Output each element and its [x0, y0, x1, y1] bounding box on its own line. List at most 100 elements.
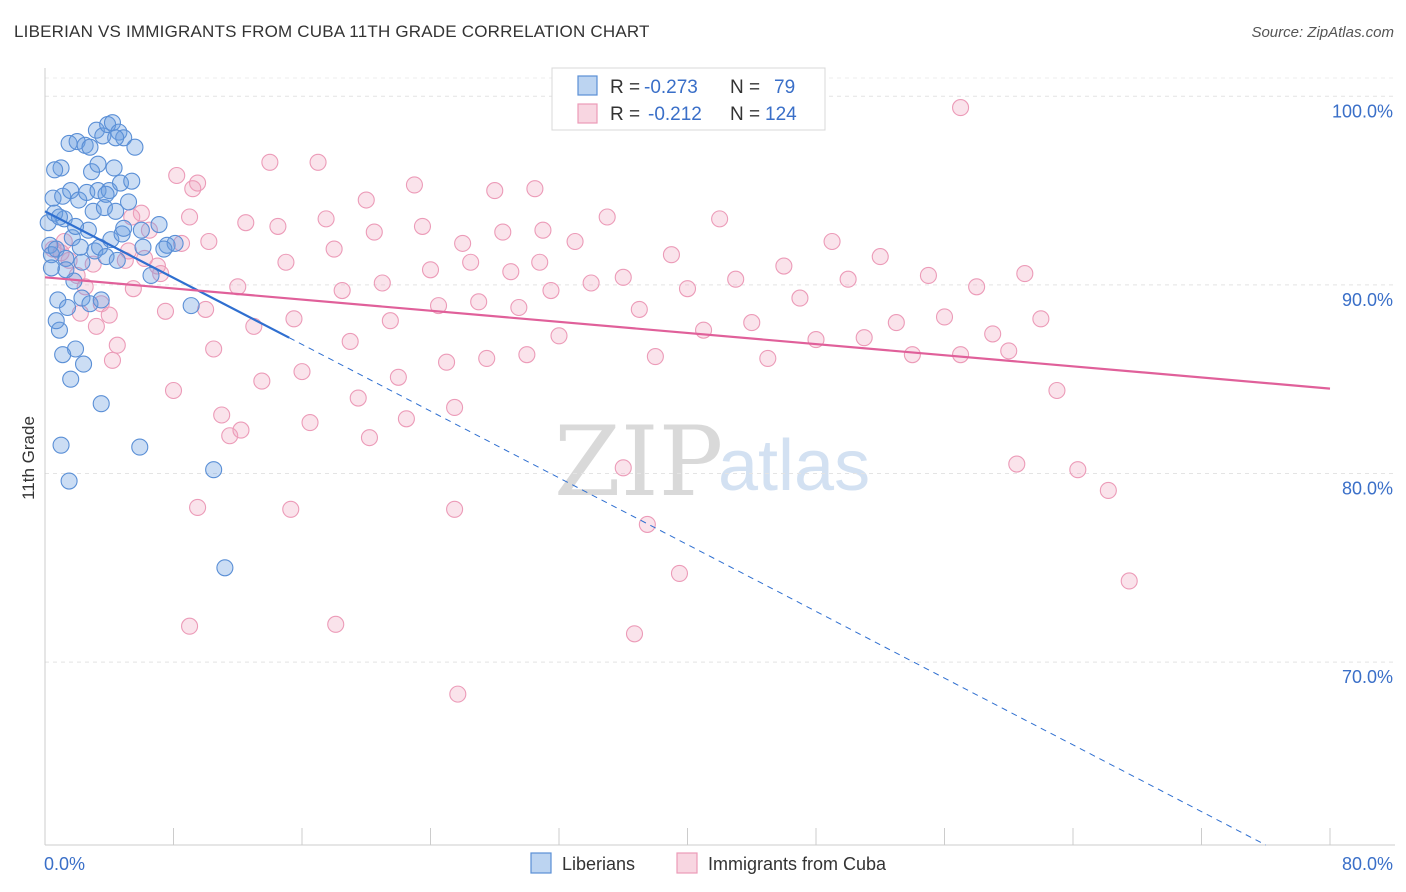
stats-legend-n-value-liberians: 79 — [774, 77, 795, 98]
point-liberians-56 — [52, 436, 70, 454]
point-cuba-58 — [510, 298, 528, 317]
point-liberians-68 — [81, 138, 99, 156]
stats-legend-r-label-cuba: R = — [610, 104, 640, 125]
point-cuba-105 — [232, 421, 250, 439]
stats-legend-n-label-cuba: N = — [730, 104, 760, 125]
point-cuba-118 — [1069, 461, 1087, 479]
point-cuba-110 — [614, 459, 632, 477]
trend-line-cuba — [44, 276, 1331, 390]
point-cuba-4 — [76, 278, 94, 296]
x-axis-ticks — [44, 828, 1331, 845]
point-cuba-20 — [205, 340, 223, 358]
point-cuba-70 — [662, 246, 680, 264]
stats-legend-n-value-cuba: 124 — [765, 104, 797, 125]
point-cuba-23 — [229, 278, 247, 296]
point-liberians-28 — [84, 202, 102, 220]
point-liberians-20 — [71, 238, 89, 256]
point-cuba-17 — [181, 208, 199, 226]
point-cuba-63 — [550, 327, 568, 345]
point-liberians-65 — [57, 261, 75, 279]
point-cuba-42 — [381, 312, 399, 330]
point-liberians-33 — [92, 291, 110, 309]
point-cuba-34 — [317, 210, 335, 228]
point-liberians-73 — [123, 172, 141, 190]
point-cuba-65 — [582, 274, 600, 292]
point-cuba-121 — [952, 99, 970, 117]
point-liberians-17 — [66, 340, 85, 358]
point-cuba-103 — [184, 180, 202, 198]
point-cuba-60 — [526, 180, 544, 198]
point-cuba-50 — [446, 398, 464, 417]
point-cuba-67 — [614, 268, 632, 286]
point-liberians-60 — [155, 240, 173, 258]
point-liberians-59 — [131, 438, 149, 456]
point-cuba-35 — [325, 240, 343, 258]
point-cuba-73 — [711, 210, 729, 228]
point-cuba-119 — [1099, 481, 1117, 499]
series-legend-swatch-liberians — [530, 852, 552, 874]
point-cuba-8 — [108, 336, 126, 354]
point-cuba-36 — [333, 281, 351, 300]
point-cuba-92 — [1016, 265, 1034, 283]
point-liberians-26 — [81, 295, 99, 313]
point-cuba-32 — [301, 414, 319, 432]
point-cuba-93 — [1032, 310, 1050, 328]
point-cuba-49 — [438, 353, 456, 371]
point-liberians-72 — [115, 219, 133, 237]
point-liberians-35 — [95, 199, 113, 217]
point-cuba-19 — [197, 300, 215, 318]
point-cuba-21 — [213, 406, 231, 424]
point-cuba-53 — [470, 293, 488, 311]
y-axis-tick-labels: 70.0% 80.0% 90.0% 100.0% — [1332, 101, 1393, 687]
point-cuba-68 — [630, 300, 648, 318]
point-cuba-104 — [200, 232, 218, 251]
point-cuba-44 — [397, 410, 415, 428]
point-cuba-85 — [903, 346, 921, 364]
point-cuba-112 — [670, 564, 689, 582]
point-liberians-70 — [97, 185, 115, 203]
point-liberians-76 — [47, 312, 65, 330]
point-cuba-59 — [518, 346, 536, 364]
point-cuba-120 — [1120, 572, 1138, 590]
point-cuba-62 — [542, 281, 560, 300]
point-cuba-30 — [285, 310, 303, 328]
point-cuba-83 — [871, 248, 889, 266]
point-cuba-108 — [446, 500, 464, 518]
point-cuba-57 — [502, 263, 520, 281]
point-cuba-88 — [952, 346, 970, 364]
point-cuba-51 — [454, 234, 472, 252]
point-cuba-40 — [365, 223, 383, 241]
point-liberians-30 — [87, 121, 105, 139]
point-cuba-10 — [124, 280, 142, 298]
point-liberians-42 — [107, 202, 125, 220]
point-cuba-38 — [349, 389, 367, 407]
point-liberians-69 — [89, 155, 107, 173]
point-cuba-97 — [87, 317, 105, 335]
y-tick-label-80: 80.0% — [1342, 478, 1393, 498]
point-cuba-66 — [598, 208, 616, 226]
point-cuba-76 — [759, 349, 777, 367]
point-liberians-71 — [107, 129, 125, 147]
point-liberians-18 — [68, 133, 86, 151]
point-liberians-36 — [97, 248, 115, 266]
series-legend-label-liberians: Liberians — [562, 854, 635, 874]
point-liberians-34 — [94, 127, 112, 145]
point-cuba-45 — [405, 176, 423, 194]
point-cuba-25 — [245, 317, 263, 335]
point-cuba-24 — [237, 214, 255, 232]
point-liberians-43 — [108, 251, 126, 269]
watermark-atlas: atlas — [718, 426, 870, 506]
y-tick-label-90: 90.0% — [1342, 290, 1393, 310]
point-cuba-115 — [449, 685, 467, 703]
point-liberians-7 — [50, 321, 69, 339]
point-cuba-77 — [775, 257, 793, 275]
series-liberians-points — [39, 114, 234, 577]
point-cuba-47 — [421, 261, 440, 279]
point-cuba-31 — [293, 363, 311, 381]
series-cuba-points — [44, 99, 1138, 703]
chart-title: LIBERIAN VS IMMIGRANTS FROM CUBA 11TH GR… — [14, 22, 650, 41]
point-liberians-54 — [166, 234, 184, 252]
point-cuba-89 — [968, 278, 986, 296]
point-cuba-69 — [646, 347, 664, 366]
